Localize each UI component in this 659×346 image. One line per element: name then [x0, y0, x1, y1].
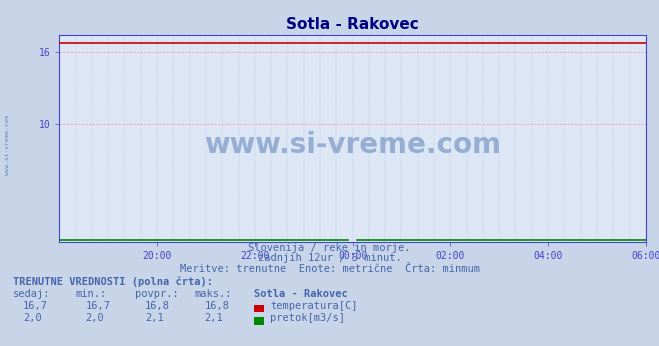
Text: povpr.:: povpr.:	[135, 289, 179, 299]
Text: sedaj:: sedaj:	[13, 289, 51, 299]
Text: pretok[m3/s]: pretok[m3/s]	[270, 313, 345, 323]
Text: www.si-vreme.com: www.si-vreme.com	[204, 131, 501, 158]
Text: min.:: min.:	[76, 289, 107, 299]
Text: Meritve: trenutne  Enote: metrične  Črta: minmum: Meritve: trenutne Enote: metrične Črta: …	[179, 264, 480, 274]
Text: 16,8: 16,8	[145, 301, 170, 311]
Text: Sotla - Rakovec: Sotla - Rakovec	[254, 289, 347, 299]
Text: 16,7: 16,7	[86, 301, 111, 311]
Text: 2,0: 2,0	[86, 313, 104, 323]
Text: 2,1: 2,1	[204, 313, 223, 323]
Text: 16,7: 16,7	[23, 301, 48, 311]
Title: Sotla - Rakovec: Sotla - Rakovec	[286, 17, 419, 32]
Text: maks.:: maks.:	[194, 289, 232, 299]
Text: temperatura[C]: temperatura[C]	[270, 301, 358, 311]
Text: Slovenija / reke in morje.: Slovenija / reke in morje.	[248, 243, 411, 253]
Text: www.si-vreme.com: www.si-vreme.com	[5, 115, 11, 175]
Text: 2,0: 2,0	[23, 313, 42, 323]
Text: TRENUTNE VREDNOSTI (polna črta):: TRENUTNE VREDNOSTI (polna črta):	[13, 277, 213, 288]
Text: 2,1: 2,1	[145, 313, 163, 323]
Text: 16,8: 16,8	[204, 301, 229, 311]
Text: zadnjih 12ur / 5 minut.: zadnjih 12ur / 5 minut.	[258, 253, 401, 263]
